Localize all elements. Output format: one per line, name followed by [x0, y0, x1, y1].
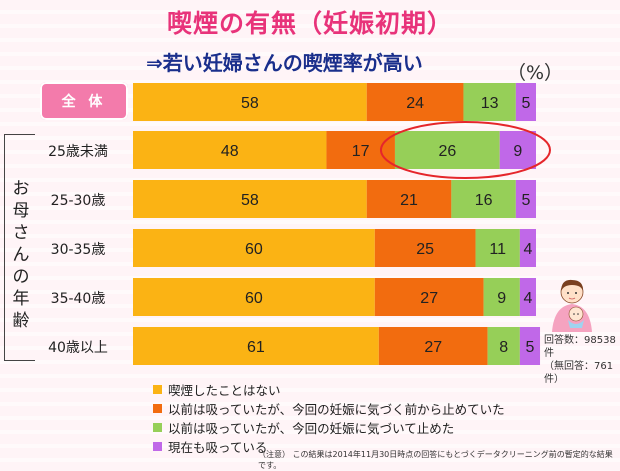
legend-item-current: 現在も吸っている	[153, 437, 505, 456]
bar-under-25-quit-before	[326, 131, 395, 169]
legend-label-current: 現在も吸っている	[168, 440, 268, 455]
unanswered-count: （無回答：761件）	[544, 361, 614, 385]
data-label-under-25-never: 48	[221, 143, 239, 160]
bar-30-35-current	[519, 229, 536, 267]
highlight-ellipse	[379, 121, 552, 179]
response-counts: 回答数：98538件 （無回答：761件）	[544, 334, 620, 386]
legend-swatch-quit-before	[153, 404, 162, 413]
data-label-30-35-quit-before: 25	[416, 241, 434, 258]
bar-30-35-never	[133, 229, 375, 267]
bar-35-40-current	[519, 278, 536, 316]
data-label-35-40-quit-pregnancy: 9	[497, 290, 506, 307]
legend-swatch-never	[153, 385, 162, 394]
bar-30-35-quit-pregnancy	[475, 229, 520, 267]
data-label-total-never: 58	[241, 95, 259, 112]
legend-swatch-current	[153, 442, 162, 451]
chart-title: 喫煙の有無（妊娠初期）	[166, 9, 453, 38]
legend-label-quit-before: 以前は吸っていたが、今回の妊娠に気づく前から止めていた	[168, 402, 505, 417]
legend-swatch-quit-pregnancy	[153, 423, 162, 432]
data-label-under-25-current: 9	[513, 143, 522, 160]
data-label-total-quit-before: 24	[406, 95, 424, 112]
data-label-25-30-quit-pregnancy: 16	[475, 192, 493, 209]
row-label-under-25: 25歳未満	[48, 144, 108, 160]
bar-25-30-never	[133, 180, 367, 218]
data-label-35-40-current: 4	[523, 290, 532, 307]
bar-35-40-quit-pregnancy	[483, 278, 520, 316]
data-label-25-30-quit-before: 21	[400, 192, 418, 209]
data-label-30-35-never: 60	[245, 241, 263, 258]
bar-under-25-never	[133, 131, 327, 169]
data-label-40-plus-quit-before: 27	[424, 339, 442, 356]
legend-item-quit-before: 以前は吸っていたが、今回の妊娠に気づく前から止めていた	[153, 399, 505, 418]
row-label-total: 全 体	[40, 82, 128, 120]
legend-item-quit-pregnancy: 以前は吸っていたが、今回の妊娠に気づいて止めた	[153, 418, 505, 437]
legend-label-quit-pregnancy: 以前は吸っていたが、今回の妊娠に気づいて止めた	[168, 421, 455, 436]
data-label-under-25-quit-pregnancy: 26	[438, 143, 456, 160]
data-label-25-30-never: 58	[241, 192, 259, 209]
bar-40-plus-quit-before	[378, 327, 488, 365]
data-label-total-current: 5	[521, 95, 530, 112]
bar-under-25-quit-pregnancy	[394, 131, 500, 169]
age-group-bracket	[4, 134, 35, 361]
bar-25-30-quit-pregnancy	[451, 180, 516, 218]
mother-baby-illustration	[552, 279, 592, 332]
data-label-40-plus-never: 61	[247, 339, 265, 356]
footnote: （注意） この結果は2014年11月30日時点の回答にもとづくデータクリーニング…	[258, 450, 613, 470]
percent-unit-label: （%）	[507, 62, 564, 84]
legend-label-never: 喫煙したことはない	[168, 383, 281, 398]
data-label-under-25-quit-before: 17	[352, 143, 370, 160]
data-label-30-35-current: 4	[523, 241, 532, 258]
answered-count: 回答数：98538件	[544, 335, 616, 359]
legend-item-never: 喫煙したことはない	[153, 380, 505, 399]
data-label-30-35-quit-pregnancy: 11	[489, 241, 506, 258]
legend: 喫煙したことはない 以前は吸っていたが、今回の妊娠に気づく前から止めていた 以前…	[153, 380, 505, 456]
bar-25-30-quit-before	[366, 180, 452, 218]
bar-under-25-current	[499, 131, 536, 169]
data-label-total-quit-pregnancy: 13	[481, 95, 499, 112]
data-label-35-40-quit-before: 27	[420, 290, 438, 307]
bar-total-quit-pregnancy	[463, 83, 516, 121]
bar-35-40-quit-before	[374, 278, 484, 316]
data-label-25-30-current: 5	[521, 192, 530, 209]
data-label-40-plus-current: 5	[526, 339, 535, 356]
data-label-40-plus-quit-pregnancy: 8	[499, 339, 508, 356]
row-label-35-40: 35-40歳	[50, 291, 106, 307]
bar-40-plus-never	[133, 327, 379, 365]
bar-40-plus-current	[519, 327, 541, 365]
bar-total-quit-before	[366, 83, 464, 121]
bar-total-current	[515, 83, 536, 121]
bar-25-30-current	[515, 180, 536, 218]
row-label-30-35: 30-35歳	[50, 242, 106, 258]
bar-40-plus-quit-pregnancy	[487, 327, 520, 365]
chart-subtitle: ⇒若い妊婦さんの喫煙率が高い	[146, 51, 423, 75]
bar-total-never	[133, 83, 367, 121]
row-label-25-30: 25-30歳	[50, 193, 106, 209]
bar-30-35-quit-before	[374, 229, 476, 267]
bar-35-40-never	[133, 278, 375, 316]
row-label-40-plus: 40歳以上	[48, 340, 108, 356]
age-group-label: お母さんの年齢	[12, 179, 30, 331]
data-label-35-40-never: 60	[245, 290, 263, 307]
